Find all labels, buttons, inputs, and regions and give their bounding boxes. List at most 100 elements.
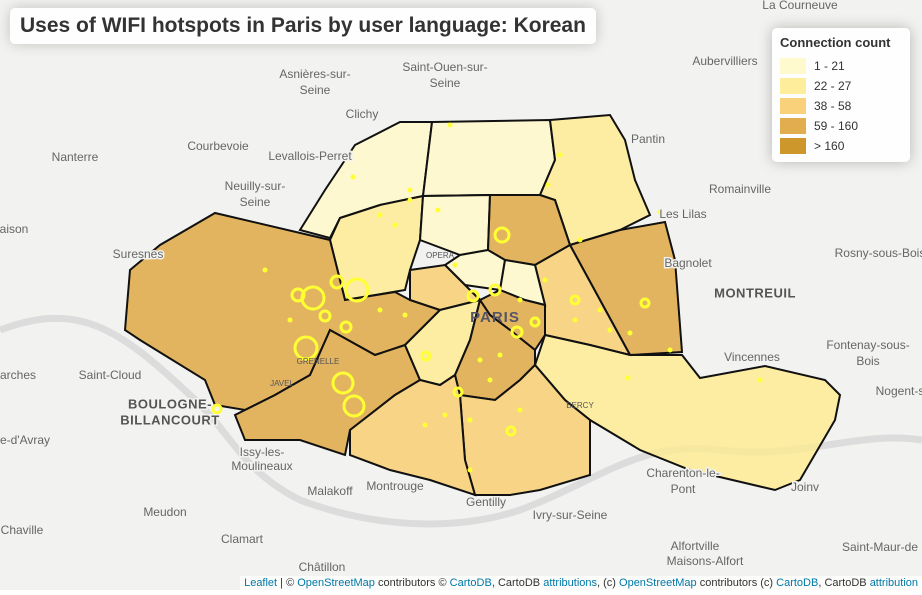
place-label: GRENELLE xyxy=(297,357,340,366)
legend-swatch xyxy=(780,78,806,94)
hotspot xyxy=(626,376,631,381)
place-label: Fontenay-sous- xyxy=(826,338,909,352)
place-label: Joinv xyxy=(791,480,819,494)
attribution-link[interactable]: attributions xyxy=(543,577,597,589)
place-label: Levallois-Perret xyxy=(268,149,352,163)
place-label: Bois xyxy=(856,354,879,368)
place-label: Charenton-le- xyxy=(646,466,719,480)
legend-title: Connection count xyxy=(780,35,902,50)
attribution-link[interactable]: OpenStreetMap xyxy=(619,577,697,589)
place-label: Meudon xyxy=(143,505,186,519)
legend-label: 22 - 27 xyxy=(814,79,851,93)
hotspot xyxy=(628,331,633,336)
place-label: Seine xyxy=(430,76,461,90)
place-label: Ivry-sur-Seine xyxy=(533,508,608,522)
hotspot xyxy=(453,263,458,268)
hotspot xyxy=(443,413,448,418)
hotspot xyxy=(546,183,551,188)
place-label: Romainville xyxy=(709,182,771,196)
legend-item: 38 - 58 xyxy=(780,96,902,116)
hotspot xyxy=(436,208,441,213)
hotspot xyxy=(263,268,268,273)
place-label: Nogent-s xyxy=(876,384,922,398)
attribution-text: contributors (c) xyxy=(697,577,776,589)
attribution: Leaflet | © OpenStreetMap contributors ©… xyxy=(240,576,922,590)
legend-label: > 160 xyxy=(814,139,844,153)
hotspot xyxy=(468,468,473,473)
place-label: Malakoff xyxy=(307,484,353,498)
place-label: Maisons-Alfort xyxy=(667,554,744,568)
hotspot xyxy=(668,348,673,353)
place-label: Chaville xyxy=(1,523,44,537)
hotspot xyxy=(378,308,383,313)
place-label: e-d'Avray xyxy=(0,433,50,447)
hotspot xyxy=(573,318,578,323)
legend-label: 38 - 58 xyxy=(814,99,851,113)
hotspot xyxy=(468,418,473,423)
hotspot xyxy=(351,175,356,180)
place-label: Pantin xyxy=(631,132,665,146)
hotspot xyxy=(408,198,413,203)
place-label: JAVEL xyxy=(270,379,294,388)
place-label: MONTREUIL xyxy=(714,285,796,300)
legend: Connection count 1 - 21 22 - 27 38 - 58 59 -… xyxy=(772,28,910,162)
hotspot xyxy=(608,328,613,333)
place-label: Suresnes xyxy=(113,247,164,261)
place-label: La Courneuve xyxy=(762,0,838,12)
place-label: OPERA xyxy=(426,251,455,260)
legend-item: > 160 xyxy=(780,136,902,156)
hotspot xyxy=(518,298,523,303)
place-label: Vincennes xyxy=(724,350,780,364)
hotspot xyxy=(758,378,763,383)
place-label: aison xyxy=(0,222,28,236)
place-label: Montrouge xyxy=(366,479,424,493)
place-label: BERCY xyxy=(566,401,594,410)
legend-swatch xyxy=(780,118,806,134)
hotspot xyxy=(288,318,293,323)
hotspot xyxy=(598,308,603,313)
hotspot xyxy=(498,353,503,358)
place-label: Issy-les- xyxy=(240,445,285,459)
hotspot xyxy=(478,358,483,363)
place-label: Bagnolet xyxy=(664,256,712,270)
place-label: Rosny-sous-Bois xyxy=(835,246,922,260)
hotspot xyxy=(408,188,413,193)
place-label: Clichy xyxy=(346,107,379,121)
attribution-link[interactable]: CartoDB xyxy=(776,577,818,589)
map-title: Uses of WIFI hotspots in Paris by user l… xyxy=(10,8,596,44)
attribution-link[interactable]: OpenStreetMap xyxy=(297,577,375,589)
hotspot xyxy=(448,123,453,128)
place-label: Asnières-sur- xyxy=(279,67,350,81)
legend-item: 22 - 27 xyxy=(780,76,902,96)
attribution-text: contributors © xyxy=(375,577,450,589)
legend-swatch xyxy=(780,58,806,74)
place-label: Clamart xyxy=(221,532,264,546)
place-label: Aubervilliers xyxy=(692,54,757,68)
place-label: Neuilly-sur- xyxy=(225,179,286,193)
place-label: BILLANCOURT xyxy=(120,412,219,427)
hotspot xyxy=(403,313,408,318)
legend-label: 1 - 21 xyxy=(814,59,845,73)
place-label: Saint-Ouen-sur- xyxy=(402,60,487,74)
place-label: Alfortville xyxy=(671,539,720,553)
place-label: Seine xyxy=(240,195,271,209)
legend-item: 1 - 21 xyxy=(780,56,902,76)
legend-item: 59 - 160 xyxy=(780,116,902,136)
attribution-text: , (c) xyxy=(597,577,619,589)
place-label: Saint-Maur-de xyxy=(842,540,918,554)
hotspot xyxy=(423,423,428,428)
hotspot xyxy=(518,408,523,413)
attribution-link[interactable]: Leaflet xyxy=(244,577,277,589)
place-label: Gentilly xyxy=(466,495,506,509)
attribution-link[interactable]: CartoDB xyxy=(450,577,492,589)
hotspot xyxy=(488,378,493,383)
place-label: Les Lilas xyxy=(659,207,706,221)
attribution-text: , CartoDB xyxy=(492,577,543,589)
place-label: Courbevoie xyxy=(187,139,249,153)
hotspot xyxy=(378,213,383,218)
attribution-link[interactable]: attribution xyxy=(870,577,918,589)
attribution-text: | © xyxy=(277,577,297,589)
legend-swatch xyxy=(780,138,806,154)
district xyxy=(423,120,555,196)
place-label: PARIS xyxy=(470,309,520,326)
